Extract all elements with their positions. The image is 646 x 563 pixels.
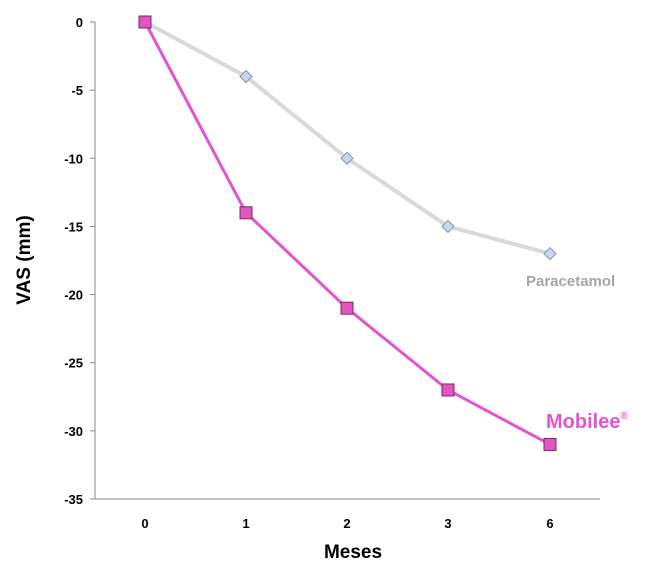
y-tick-label: -5: [71, 83, 83, 98]
x-tick-label: 3: [444, 516, 451, 531]
series-label-paracetamol: Paracetamol: [526, 273, 615, 290]
series-label-mobilee-text: Mobilee: [546, 411, 620, 433]
data-point-paracetamol: [543, 246, 557, 261]
series-line-mobilee: [143, 21, 551, 446]
data-point-paracetamol: [239, 69, 253, 84]
x-tick-label: 0: [141, 516, 148, 531]
x-axis-ticks: 0 1 2 3 6: [141, 516, 553, 531]
x-axis-title: Meses: [324, 542, 382, 563]
registered-mark: ®: [620, 411, 628, 422]
y-tick-label: -35: [64, 492, 83, 507]
x-tick-label: 2: [343, 516, 350, 531]
y-tick-label: -10: [64, 151, 83, 166]
data-point-mobilee: [340, 301, 354, 315]
data-point-paracetamol: [441, 219, 455, 234]
data-point-paracetamol: [340, 151, 354, 165]
y-tick-label: 0: [76, 15, 83, 30]
data-point-mobilee: [543, 437, 557, 451]
x-tick-label: 1: [242, 516, 249, 531]
y-tick-label: -15: [64, 219, 83, 234]
y-tick-label: -20: [64, 288, 83, 303]
y-axis-title: VAS (mm): [14, 215, 35, 304]
series-label-mobilee: Mobilee®: [546, 411, 628, 433]
data-point-mobilee: [239, 206, 253, 220]
x-tick-label: 6: [546, 516, 553, 531]
data-point-mobilee: [441, 383, 455, 397]
y-axis-ticks: 0 -5 -10 -15 -20 -25 -30 -35: [64, 15, 95, 507]
y-tick-label: -30: [64, 424, 83, 439]
data-point-mobilee: [138, 15, 152, 29]
y-tick-label: -25: [64, 356, 83, 371]
series-group: [138, 15, 557, 451]
